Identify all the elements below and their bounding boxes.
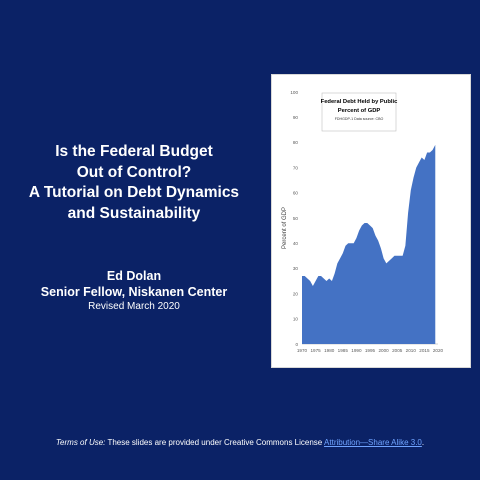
author-name: Ed Dolan — [106, 269, 162, 283]
y-tick-label: 20 — [293, 291, 299, 296]
chart-frame: 0 10 20 30 40 50 60 70 80 90 100 1970 1975 1980 1985 1… — [271, 74, 471, 368]
chart-title-box — [321, 92, 397, 132]
x-tick-label: 2010 — [406, 348, 417, 353]
slide-title: Is the Federal Budget Out of Control? A … — [8, 142, 260, 224]
chart-note: FDHGDP-1 Data source: CBO — [335, 117, 384, 121]
terms-text: These slides are provided under Creative… — [107, 438, 323, 447]
y-tick-label: 10 — [293, 317, 299, 322]
x-tick-label: 1970 — [297, 348, 308, 353]
terms-label: Terms of Use: — [55, 438, 106, 447]
y-axis: 0 10 20 30 40 50 60 70 80 90 100 — [290, 90, 298, 347]
x-tick-label: 1990 — [351, 348, 362, 353]
y-tick-label: 0 — [295, 342, 298, 347]
y-axis-label: Percent of GDP — [282, 207, 288, 249]
x-axis: 1970 1975 1980 1985 1990 1995 2000 2005 2010 2015… — [297, 343, 444, 353]
chart-subtitle: Percent of GDP — [338, 108, 381, 114]
license-link[interactable]: Attribution—Share Alike 3.0 — [324, 438, 422, 447]
y-tick-label: 70 — [293, 165, 299, 170]
revision-date: Revised March 2020 — [88, 301, 180, 312]
author-role: Senior Fellow, Niskanen Center — [40, 285, 228, 299]
title-line-1: Is the Federal Budget — [55, 143, 213, 160]
x-tick-label: 1985 — [338, 348, 349, 353]
y-tick-label: 80 — [293, 140, 299, 145]
chart-title: Federal Debt Held by Public — [321, 99, 398, 105]
y-tick-label: 100 — [290, 90, 298, 95]
terms-end: . — [421, 438, 425, 447]
author-block: Ed Dolan Senior Fellow, Niskanen Center … — [8, 268, 260, 314]
y-tick-label: 30 — [293, 266, 299, 271]
debt-area-series — [302, 144, 436, 344]
x-tick-label: 1995 — [365, 348, 376, 353]
x-tick-label: 2000 — [378, 348, 389, 353]
x-tick-label: 1975 — [310, 348, 321, 353]
title-line-4: and Sustainability — [67, 204, 201, 222]
y-tick-label: 40 — [293, 241, 299, 246]
y-tick-label: 50 — [293, 216, 299, 221]
title-line-3: A Tutorial on Debt Dynamics — [28, 184, 240, 201]
y-tick-label: 60 — [293, 191, 299, 196]
x-tick-label: 2020 — [433, 348, 444, 353]
y-tick-label: 90 — [293, 115, 299, 120]
title-line-2: Out of Control? — [76, 163, 192, 181]
x-tick-label: 1980 — [324, 348, 335, 353]
terms-of-use: Terms of Use: These slides are provided … — [0, 438, 480, 448]
x-tick-label: 2005 — [392, 348, 403, 353]
x-tick-label: 2015 — [419, 348, 430, 353]
